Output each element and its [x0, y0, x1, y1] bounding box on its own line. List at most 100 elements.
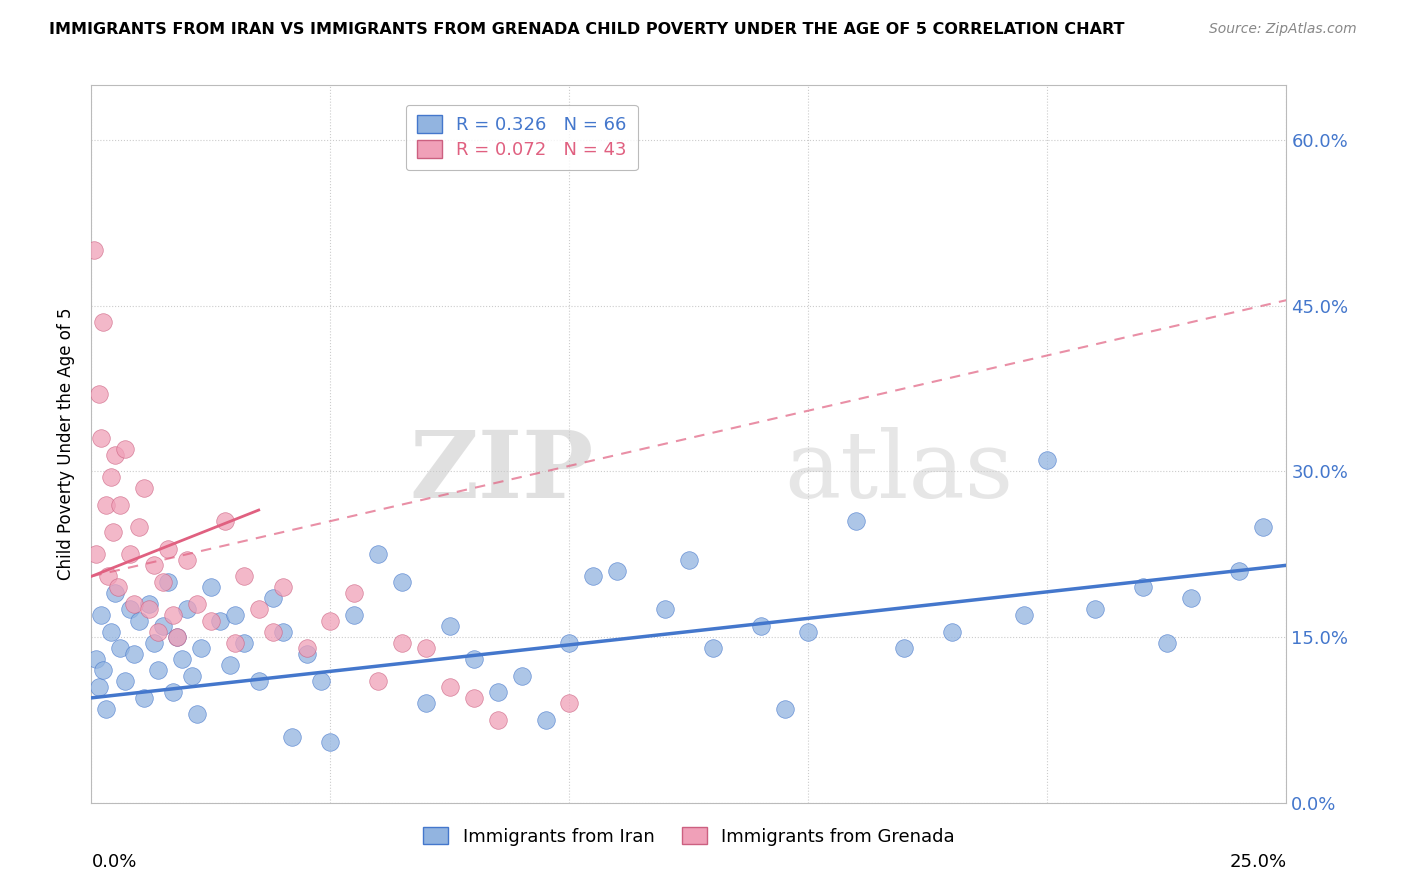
Point [166, 630, 188, 644]
Point [606, 564, 628, 578]
Point [124, 597, 146, 611]
Point [108, 498, 131, 512]
Point [463, 690, 485, 705]
Point [152, 574, 174, 589]
Point [558, 697, 581, 711]
Point [142, 558, 165, 573]
Point [94, 498, 117, 512]
Point [281, 730, 304, 744]
Point [219, 657, 242, 672]
Point [439, 680, 461, 694]
Point [108, 641, 131, 656]
Point [128, 519, 150, 533]
Point [1132, 581, 1154, 595]
Point [271, 624, 294, 639]
Point [1084, 602, 1107, 616]
Text: Source: ZipAtlas.com: Source: ZipAtlas.com [1209, 22, 1357, 37]
Point [114, 674, 136, 689]
Point [101, 525, 124, 540]
Point [142, 635, 165, 649]
Point [90, 431, 112, 445]
Point [415, 697, 437, 711]
Point [233, 569, 256, 583]
Point [93, 315, 114, 329]
Point [941, 624, 963, 639]
Point [97, 569, 120, 583]
Point [84, 547, 107, 561]
Y-axis label: Child Poverty Under the Age of 5: Child Poverty Under the Age of 5 [58, 308, 76, 580]
Point [132, 690, 155, 705]
Point [176, 553, 198, 567]
Point [439, 619, 461, 633]
Text: 0.0%: 0.0% [91, 853, 136, 871]
Point [200, 581, 222, 595]
Point [132, 481, 155, 495]
Text: ZIP: ZIP [409, 427, 593, 517]
Point [224, 607, 246, 622]
Point [124, 647, 146, 661]
Point [152, 619, 174, 633]
Point [367, 547, 389, 561]
Point [582, 569, 605, 583]
Point [1180, 591, 1202, 606]
Point [295, 641, 318, 656]
Point [343, 607, 366, 622]
Point [107, 581, 129, 595]
Point [104, 448, 127, 462]
Point [247, 602, 270, 616]
Point [162, 607, 184, 622]
Point [391, 635, 413, 649]
Point [510, 669, 533, 683]
Point [138, 597, 160, 611]
Point [654, 602, 676, 616]
Point [162, 685, 184, 699]
Text: atlas: atlas [785, 427, 1014, 517]
Point [893, 641, 915, 656]
Point [1251, 519, 1274, 533]
Point [309, 674, 332, 689]
Point [83, 244, 105, 258]
Point [319, 735, 342, 749]
Point [156, 541, 179, 556]
Point [148, 624, 170, 639]
Point [100, 624, 122, 639]
Point [773, 702, 796, 716]
Point [749, 619, 772, 633]
Point [678, 553, 700, 567]
Point [114, 442, 136, 457]
Point [166, 630, 188, 644]
Point [200, 614, 222, 628]
Point [1156, 635, 1178, 649]
Point [90, 607, 112, 622]
Point [797, 624, 820, 639]
Point [100, 470, 122, 484]
Point [118, 547, 141, 561]
Point [247, 674, 270, 689]
Point [186, 707, 208, 722]
Point [845, 514, 868, 528]
Point [262, 591, 284, 606]
Point [87, 387, 110, 401]
Point [224, 635, 246, 649]
Point [534, 713, 557, 727]
Point [1227, 564, 1250, 578]
Point [156, 574, 179, 589]
Point [186, 597, 208, 611]
Point [176, 602, 198, 616]
Point [702, 641, 724, 656]
Point [214, 514, 236, 528]
Point [295, 647, 318, 661]
Text: 25.0%: 25.0% [1229, 853, 1286, 871]
Point [343, 586, 366, 600]
Point [172, 652, 194, 666]
Point [486, 685, 509, 699]
Point [367, 674, 389, 689]
Point [209, 614, 232, 628]
Point [87, 680, 110, 694]
Point [104, 586, 127, 600]
Point [415, 641, 437, 656]
Legend: Immigrants from Iran, Immigrants from Grenada: Immigrants from Iran, Immigrants from Gr… [413, 818, 965, 855]
Point [262, 624, 284, 639]
Point [94, 702, 117, 716]
Text: IMMIGRANTS FROM IRAN VS IMMIGRANTS FROM GRENADA CHILD POVERTY UNDER THE AGE OF 5: IMMIGRANTS FROM IRAN VS IMMIGRANTS FROM … [49, 22, 1125, 37]
